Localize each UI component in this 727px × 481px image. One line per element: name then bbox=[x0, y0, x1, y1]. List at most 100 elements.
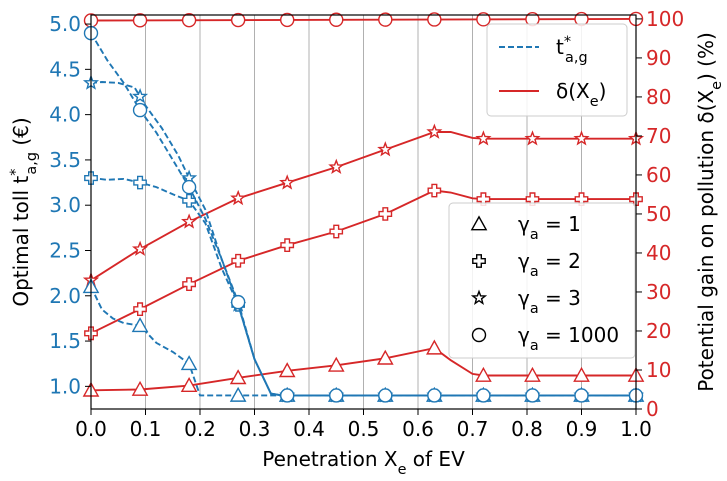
legend-layer: t* a,g δ(Xe) γa = 1 γa = 2 γa = 3 γa = 1000 bbox=[448, 23, 636, 359]
toll-marker-star bbox=[132, 88, 149, 104]
gain-marker-circle bbox=[230, 12, 246, 28]
toll-marker-plus bbox=[133, 175, 147, 190]
toll-marker-circle bbox=[280, 388, 295, 403]
y-right-tick-label: 50 bbox=[646, 202, 671, 226]
y-right-tick-label: 20 bbox=[646, 319, 671, 343]
legend-marker-swatch bbox=[470, 289, 488, 305]
gain-marker-star bbox=[377, 141, 394, 157]
gain-marker-triangle bbox=[278, 362, 296, 378]
toll-marker-circle bbox=[132, 102, 148, 118]
legend-marker-label: γa = 1 bbox=[518, 212, 581, 243]
legend-marker-swatch bbox=[472, 254, 486, 268]
toll-marker-circle bbox=[525, 388, 540, 403]
y-left-tick-label: 4.5 bbox=[49, 57, 81, 81]
y-left-tick-label: 2.5 bbox=[49, 238, 81, 262]
y-right-tick-label: 90 bbox=[646, 46, 671, 70]
gain-marker-circle bbox=[427, 12, 442, 27]
y-right-tick-label: 0 bbox=[646, 397, 659, 421]
y-right-tick-label: 30 bbox=[646, 280, 671, 304]
gain-marker-star bbox=[573, 130, 590, 146]
x-tick-label: 0.4 bbox=[293, 417, 325, 441]
y-left-tick-label: 5.0 bbox=[49, 12, 81, 36]
legend-line-label: δ(Xe) bbox=[556, 79, 606, 110]
gain-line-plus bbox=[90, 189, 636, 335]
toll-line-circle bbox=[90, 32, 636, 397]
y-left-tick-label: 2.0 bbox=[49, 284, 81, 308]
toll-marker-circle bbox=[230, 294, 246, 310]
toll-marker-triangle bbox=[131, 317, 149, 333]
legend-marker-label: γa = 2 bbox=[518, 249, 581, 280]
toll-marker-circle bbox=[181, 179, 197, 195]
x-tick-label: 0.6 bbox=[402, 417, 434, 441]
gain-marker-triangle bbox=[229, 369, 247, 385]
y-right-tick-label: 70 bbox=[646, 124, 671, 148]
toll-marker-plus bbox=[182, 193, 197, 208]
x-tick-label: 0.7 bbox=[457, 417, 489, 441]
x-tick-label: 0.9 bbox=[566, 417, 598, 441]
x-tick-label: 1.0 bbox=[620, 417, 652, 441]
legend-lines: t* a,g δ(Xe) bbox=[486, 23, 628, 117]
gain-marker-star bbox=[230, 189, 247, 206]
toll-marker-circle bbox=[378, 388, 393, 403]
x-axis-title: Penetration Xe of EV bbox=[262, 447, 465, 476]
gain-marker-star bbox=[279, 174, 296, 190]
x-tick-label: 0.0 bbox=[75, 417, 107, 441]
y-right-tick-label: 80 bbox=[646, 85, 671, 109]
gain-marker-circle bbox=[181, 12, 197, 28]
gain-line-star bbox=[90, 131, 636, 282]
y-right-tick-label: 40 bbox=[646, 241, 671, 265]
gain-marker-star bbox=[181, 213, 198, 229]
toll-marker-triangle bbox=[180, 355, 198, 371]
gain-marker-plus bbox=[231, 253, 246, 268]
y-left-tick-label: 1.5 bbox=[49, 329, 81, 353]
gain-marker-triangle bbox=[327, 356, 345, 372]
x-tick-label: 0.1 bbox=[130, 417, 162, 441]
y-right-tick-label: 10 bbox=[646, 358, 671, 382]
gain-marker-circle bbox=[132, 13, 148, 28]
axes-layer: 0.0 0.1 0.2 0.3 0.4 0.5 0.6 0.7 0.8 0.9 1.0 1.0 1.5 2… bbox=[8, 7, 725, 478]
gain-marker-triangle bbox=[524, 366, 541, 382]
gain-marker-circle bbox=[378, 12, 393, 27]
gain-line-triangle bbox=[90, 347, 636, 392]
y-left-axis-title: Optimal toll t*a,g (€) bbox=[8, 117, 40, 306]
y-left-tick-label: 3.5 bbox=[49, 148, 81, 172]
toll-marker-circle bbox=[574, 388, 589, 403]
y-left-tick-label: 1.0 bbox=[49, 374, 81, 398]
y-right-tick-label: 60 bbox=[646, 163, 671, 187]
gain-marker-plus bbox=[427, 183, 442, 198]
toll-line-triangle bbox=[90, 286, 636, 397]
gain-marker-plus bbox=[329, 224, 344, 239]
toll-marker-circle bbox=[476, 388, 491, 403]
y-right-tick-label: 100 bbox=[646, 7, 684, 31]
gain-marker-plus bbox=[133, 302, 147, 316]
gain-marker-star bbox=[426, 123, 443, 139]
gain-marker-star bbox=[475, 130, 492, 146]
x-tick-label: 0.5 bbox=[348, 417, 380, 441]
legend-marker-label: γa = 1000 bbox=[518, 323, 619, 354]
legend-marker-swatch bbox=[470, 215, 488, 231]
gain-marker-plus bbox=[182, 277, 197, 291]
legend-markers-box bbox=[448, 202, 636, 359]
gain-marker-triangle bbox=[180, 377, 198, 393]
legend-markers: γa = 1 γa = 2 γa = 3 γa = 1000 bbox=[448, 202, 636, 359]
y-left-tick-label: 4.0 bbox=[49, 103, 81, 127]
x-tick-label: 0.8 bbox=[511, 417, 543, 441]
gain-marker-star bbox=[328, 158, 345, 175]
gain-marker-plus bbox=[378, 207, 393, 221]
gain-line-circle bbox=[90, 17, 637, 22]
legend-marker-swatch bbox=[471, 327, 487, 343]
x-tick-label: 0.3 bbox=[239, 417, 271, 441]
gain-marker-triangle bbox=[426, 339, 443, 355]
gain-marker-triangle bbox=[573, 366, 590, 382]
gain-marker-triangle bbox=[475, 366, 492, 382]
gain-marker-circle bbox=[476, 12, 491, 27]
gain-marker-triangle bbox=[376, 349, 394, 365]
y-left-tick-label: 3.0 bbox=[49, 193, 81, 217]
toll-marker-triangle bbox=[229, 386, 247, 402]
gain-marker-circle bbox=[329, 12, 344, 27]
gain-marker-circle bbox=[280, 12, 295, 28]
series-layer bbox=[82, 11, 645, 403]
toll-marker-circle bbox=[427, 388, 442, 403]
